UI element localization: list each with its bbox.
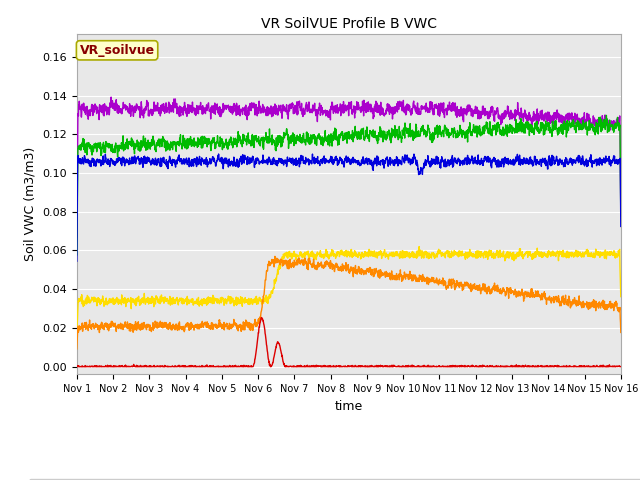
Y-axis label: Soil VWC (m3/m3): Soil VWC (m3/m3) (24, 147, 36, 261)
X-axis label: time: time (335, 400, 363, 413)
Title: VR SoilVUE Profile B VWC: VR SoilVUE Profile B VWC (261, 17, 437, 31)
Text: VR_soilvue: VR_soilvue (79, 44, 155, 57)
Legend: B-05_VWC, B-10_VWC, B-20_VWC, B-30_VWC, B-40_VWC, B-50_VWC: B-05_VWC, B-10_VWC, B-20_VWC, B-30_VWC, … (29, 479, 640, 480)
